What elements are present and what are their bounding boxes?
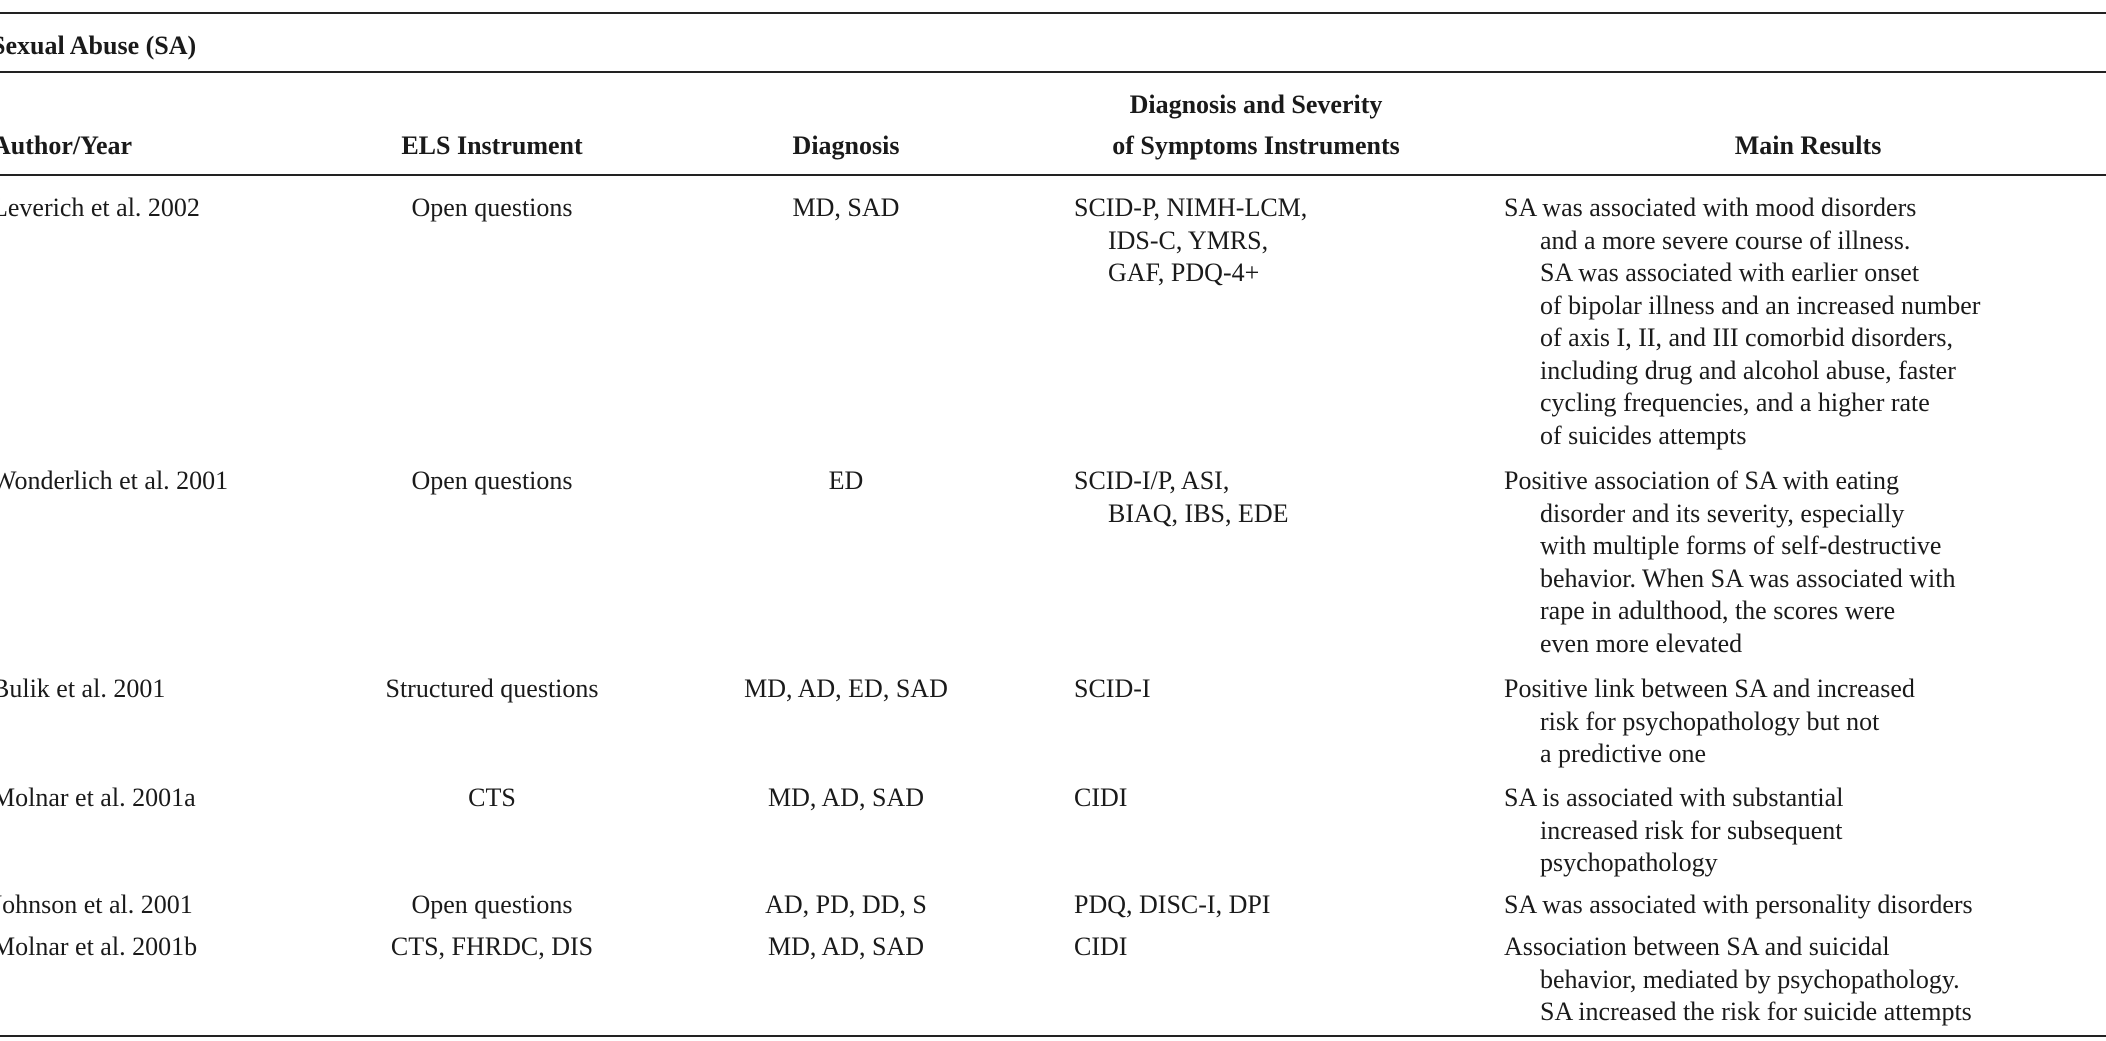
table-cell: Wonderlich et al. 2001 — [0, 466, 229, 495]
table-cell: including drug and alcohol abuse, faster — [1540, 355, 1956, 385]
table-cell: Association between SA and suicidal — [1504, 932, 1890, 961]
table-cell: MD, SAD — [792, 193, 900, 222]
table-cell: CTS, FHRDC, DIS — [390, 932, 594, 961]
table-cell: Molnar et al. 2001a — [0, 783, 196, 812]
column-header: Author/Year — [0, 131, 133, 160]
table-cell: GAF, PDQ-4+ — [1108, 258, 1260, 287]
table-cell: SA was associated with earlier onset — [1540, 258, 1920, 287]
table-cell: Molnar et al. 2001b — [0, 932, 198, 961]
table-cell: disorder and its severity, especially — [1540, 498, 1905, 528]
table-cell: SCID-P, NIMH-LCM, — [1074, 193, 1308, 222]
table-cell: SCID-I — [1074, 674, 1151, 703]
table-cell: SA was associated with mood disorders — [1504, 193, 1917, 222]
section-rule — [0, 71, 2106, 73]
table-cell: behavior, mediated by psychopathology. — [1540, 964, 1960, 994]
bottom-rule — [0, 1035, 2106, 1037]
table-cell: of bipolar illness and an increased numb… — [1540, 290, 1981, 320]
table-cell: with multiple forms of self-destructive — [1540, 531, 1942, 560]
table-cell: AD, PD, DD, S — [765, 890, 927, 919]
table-cell: SA increased the risk for suicide attemp… — [1540, 997, 1972, 1026]
table-cell: psychopathology — [1540, 848, 1718, 877]
table-cell: Structured questions — [385, 674, 599, 703]
table-cell: Johnson et al. 2001 — [0, 890, 193, 919]
table-cell: even more elevated — [1540, 628, 1743, 658]
table-cell: PDQ, DISC-I, DPI — [1074, 890, 1271, 919]
table-cell: Open questions — [411, 193, 573, 222]
table-cell: ED — [828, 466, 864, 495]
table-cell: CIDI — [1074, 932, 1128, 961]
table-cell: IDS-C, YMRS, — [1108, 225, 1269, 255]
table-cell: rape in adulthood, the scores were — [1540, 596, 1896, 625]
table-cell: risk for psychopathology but not — [1540, 706, 1880, 736]
table-cell: MD, AD, SAD — [767, 783, 925, 812]
table-cell: Open questions — [411, 890, 573, 919]
table-cell: SA was associated with personality disor… — [1504, 890, 1973, 919]
column-header: of Symptoms Instruments — [1112, 131, 1400, 160]
table-cell: SCID-I/P, ASI, — [1074, 466, 1230, 495]
table-cell: Leverich et al. 2002 — [0, 193, 200, 222]
table-cell: Positive link between SA and increased — [1504, 674, 1915, 703]
table-cell: Bulik et al. 2001 — [0, 674, 166, 703]
table-cell: and a more severe course of illness. — [1540, 225, 1911, 255]
table-cell: MD, AD, SAD — [767, 932, 925, 961]
top-rule — [0, 12, 2106, 14]
table-cell: MD, AD, ED, SAD — [744, 674, 948, 703]
table-cell: CTS — [468, 783, 516, 812]
column-header: Diagnosis — [792, 131, 900, 160]
table-cell: of suicides attempts — [1540, 420, 1747, 450]
table-cell: increased risk for subsequent — [1540, 815, 1843, 845]
table-cell: of axis I, II, and III comorbid disorder… — [1540, 323, 1953, 352]
table-cell: Open questions — [411, 466, 573, 495]
column-header: Main Results — [1734, 131, 1882, 160]
table-cell: BIAQ, IBS, EDE — [1108, 498, 1289, 528]
table-cell: cycling frequencies, and a higher rate — [1540, 388, 1930, 417]
table-cell: behavior. When SA was associated with — [1540, 563, 1956, 593]
table-cell: SA is associated with substantial — [1504, 783, 1844, 812]
table-cell: Positive association of SA with eating — [1504, 466, 1900, 495]
column-header: Diagnosis and Severity — [1129, 90, 1383, 119]
section-title: Sexual Abuse (SA) — [0, 31, 197, 60]
header-rule — [0, 174, 2106, 176]
table-cell: a predictive one — [1540, 739, 1707, 768]
table-cell: CIDI — [1074, 783, 1128, 812]
column-header: ELS Instrument — [401, 131, 583, 160]
